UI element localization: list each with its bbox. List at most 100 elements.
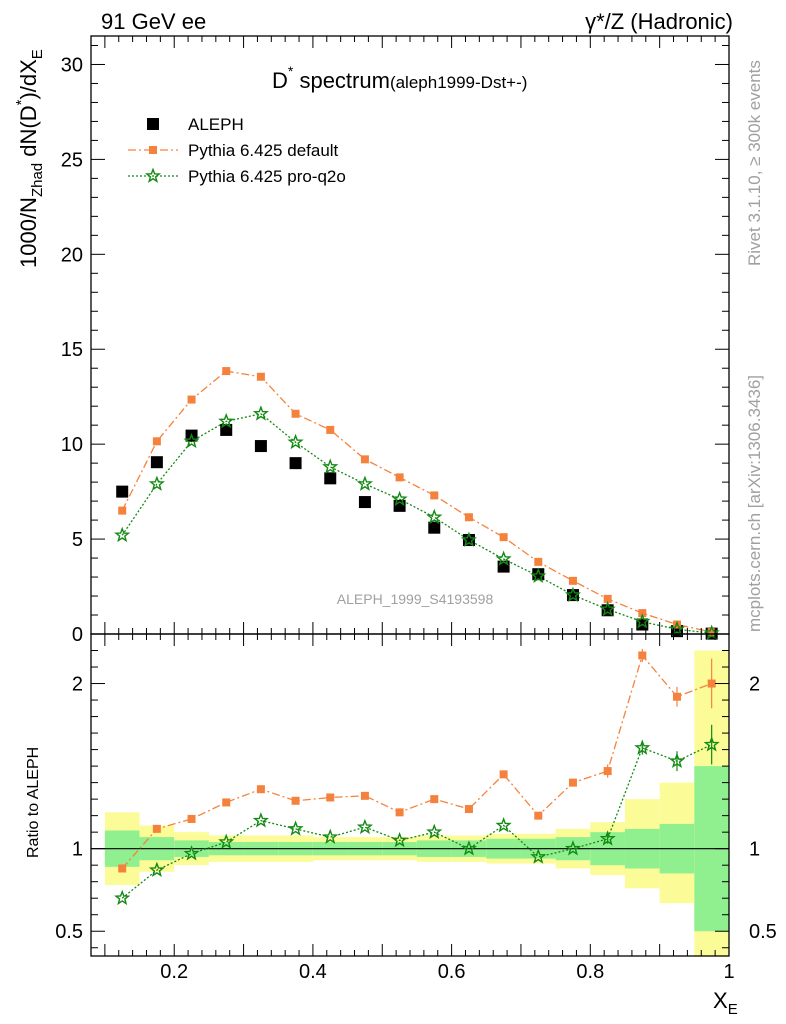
main-point-0: [150, 456, 163, 469]
main-line-1: [121, 370, 712, 633]
ratio-point-1: [460, 840, 478, 856]
legend: ALEPH Pythia 6.425 default Pythia 6.425 pr…: [128, 115, 346, 186]
legend-marker: [144, 167, 162, 183]
ratio-point-0: [291, 796, 300, 805]
main-point-1: [464, 513, 473, 522]
x-tick-label: 0.2: [160, 961, 188, 983]
ratio-frame: [90, 633, 730, 957]
rivet-version-label: Rivet 3.1.10, ≥ 300k events: [745, 60, 764, 266]
main-point-1: [603, 594, 612, 603]
ratio-y-tick-label-left: 1: [72, 839, 83, 861]
main-point-0: [116, 485, 129, 498]
x-tick-label: 1: [723, 961, 734, 983]
legend-label: Pythia 6.425 pro-q2o: [188, 167, 346, 186]
ratio-point-0: [707, 679, 716, 688]
main-point-1: [118, 506, 127, 515]
ratio-point-1: [322, 828, 339, 844]
main-point-2: [564, 586, 582, 602]
main-point-2: [668, 620, 686, 637]
main-point-1: [256, 372, 265, 381]
main-point-1: [534, 557, 543, 566]
ratio-y-tick-label-right: 1: [749, 839, 760, 861]
ratio-y-axis-label: Ratio to ALEPH: [25, 747, 42, 858]
ratio-point-0: [499, 770, 508, 779]
main-point-2: [114, 526, 131, 543]
ratio-point-1: [426, 823, 443, 840]
main-y-tick-label: 30: [61, 54, 83, 76]
ratio-point-0: [430, 795, 439, 804]
ratio-point-0: [672, 692, 681, 701]
ratio-point-1: [252, 812, 269, 828]
ratio-y-tick-label-left: 0.5: [55, 921, 83, 943]
main-point-1: [499, 533, 508, 542]
main-point-1: [222, 367, 231, 376]
main-y-tick-label: 25: [61, 149, 83, 171]
main-point-2: [599, 600, 616, 617]
main-point-2: [634, 613, 651, 629]
ratio-point-1: [183, 845, 200, 861]
ratio-point-1: [218, 833, 235, 849]
main-y-axis-label: 1000/NZhad dN(D*)/dXE: [13, 49, 46, 268]
x-tick-label: 0.8: [576, 961, 604, 983]
main-point-2: [218, 412, 235, 429]
main-point-2: [460, 531, 478, 547]
main-point-2: [495, 550, 512, 566]
ratio-point-0: [256, 785, 265, 794]
main-point-1: [360, 455, 369, 464]
main-point-2: [391, 490, 408, 507]
legend-marker: [147, 118, 159, 130]
legend-marker: [149, 146, 157, 154]
legend-label: Pythia 6.425 default: [188, 141, 339, 160]
ratio-point-0: [603, 767, 612, 776]
main-point-0: [289, 457, 302, 470]
ratio-line-1: [121, 744, 712, 899]
main-y-tick-label: 5: [72, 529, 83, 551]
main-point-1: [707, 628, 716, 637]
series-markers: [114, 367, 720, 906]
main-point-1: [638, 609, 647, 618]
ratio-point-0: [568, 778, 577, 787]
main-point-1: [430, 491, 439, 500]
ratio-point-1: [668, 752, 686, 769]
ratio-point-0: [638, 651, 647, 660]
main-point-1: [568, 576, 577, 585]
main-point-2: [148, 475, 165, 491]
ratio-point-1: [564, 840, 582, 856]
main-point-1: [187, 395, 196, 404]
main-y-tick-label: 0: [72, 624, 83, 646]
main-frame: [90, 35, 730, 635]
header-right-label: γ*/Z (Hadronic): [585, 9, 733, 34]
main-point-2: [530, 567, 547, 583]
main-point-2: [703, 624, 720, 640]
ratio-point-0: [534, 811, 543, 820]
ratio-point-0: [395, 808, 404, 817]
main-point-2: [183, 432, 200, 449]
main-point-2: [426, 508, 443, 525]
ratio-point-0: [360, 791, 369, 800]
ratio-point-0: [187, 814, 196, 823]
ratio-point-0: [222, 798, 231, 807]
main-point-2: [322, 458, 339, 474]
ratio-point-1: [356, 818, 374, 835]
main-y-tick-label: 20: [61, 244, 83, 266]
ratio-point-0: [464, 805, 473, 814]
legend-label: ALEPH: [188, 115, 244, 134]
ratio-point-1: [391, 831, 408, 848]
x-tick-label: 0.6: [438, 961, 466, 983]
main-point-1: [152, 437, 161, 446]
ratio-y-tick-label-left: 2: [72, 674, 83, 696]
main-plot-title: D* spectrum(aleph1999-Dst+-): [272, 63, 527, 93]
ratio-y-tick-label-right: 2: [749, 674, 760, 696]
ratio-point-1: [634, 739, 651, 755]
ratio-point-1: [114, 889, 131, 906]
main-point-1: [291, 409, 300, 418]
main-point-0: [428, 521, 441, 534]
ratio-line-0: [121, 654, 712, 869]
ratio-point-0: [326, 793, 335, 802]
ratio-point-0: [152, 824, 161, 833]
ratio-uncertainty-bands: [91, 650, 729, 956]
ratio-point-1: [287, 820, 304, 836]
main-point-2: [356, 475, 374, 491]
main-point-2: [287, 433, 304, 450]
main-y-tick-label: 10: [61, 434, 83, 456]
